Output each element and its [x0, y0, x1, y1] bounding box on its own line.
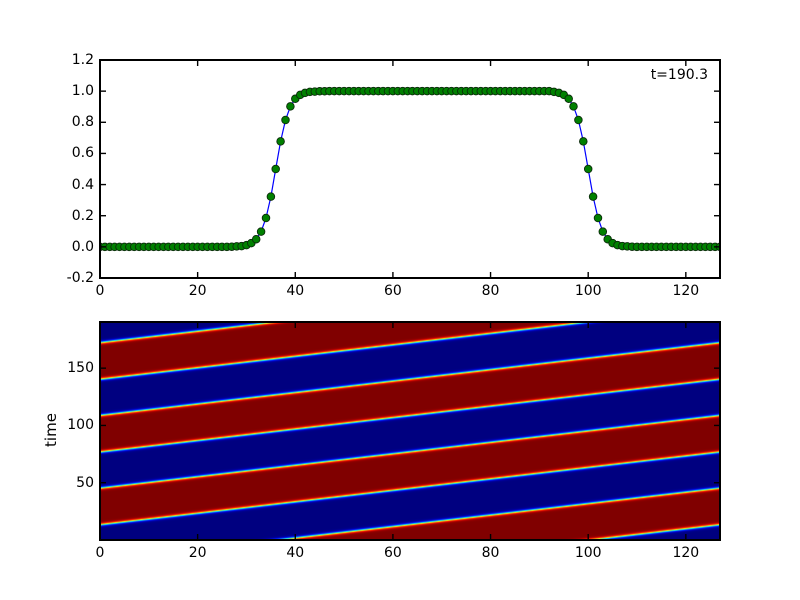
x-tick-label: 60: [383, 283, 402, 299]
data-point-marker: [579, 137, 588, 146]
profile-frame: [99, 59, 721, 279]
spacetime-heatmap: [100, 322, 720, 540]
y-tick-label: 0.2: [71, 207, 94, 224]
data-point-marker: [261, 213, 271, 223]
x-tick-label: 0: [95, 283, 105, 299]
data-point-marker: [598, 227, 608, 236]
y-tick-label: 1.2: [71, 52, 94, 68]
time-annotation: t=190.3: [650, 67, 708, 83]
data-point-marker: [588, 192, 598, 201]
data-point-marker: [286, 102, 295, 111]
heatmap-frame: [99, 321, 721, 541]
data-point-marker: [276, 137, 285, 146]
y-tick-label: 50: [76, 474, 94, 491]
data-point-marker: [271, 164, 280, 174]
x-tick-label: 120: [672, 545, 700, 561]
x-tick-label: 60: [383, 545, 402, 561]
x-tick-label: 120: [672, 283, 700, 299]
profile-line: [100, 90, 720, 248]
x-tick-label: 40: [286, 283, 305, 299]
data-point-marker: [256, 227, 266, 236]
x-tick-label: 80: [481, 283, 500, 299]
x-tick-label: 20: [188, 545, 207, 561]
data-point-marker: [281, 115, 290, 125]
profile-series: [100, 86, 720, 252]
y-tick-label: 0.6: [71, 145, 94, 162]
y-tick-label: -0.2: [66, 270, 94, 286]
y-tick-label: 0.4: [71, 176, 94, 193]
data-point-marker: [564, 94, 573, 104]
data-point-marker: [251, 234, 261, 244]
data-point-marker: [574, 115, 583, 125]
x-tick-label: 80: [481, 545, 500, 561]
y-tick-label: 100: [67, 417, 94, 434]
x-tick-label: 20: [188, 283, 207, 299]
data-point-marker: [593, 213, 603, 223]
x-tick-label: 0: [95, 545, 105, 561]
y-tick-label: 0.8: [71, 114, 94, 131]
data-point-marker: [266, 192, 276, 201]
data-point-marker: [583, 164, 593, 174]
x-tick-label: 100: [574, 545, 602, 561]
x-tick-label: 40: [286, 545, 305, 561]
y-tick-label: 0.0: [71, 238, 94, 255]
data-point-marker: [569, 102, 578, 111]
x-tick-label: 100: [574, 283, 602, 299]
y-tick-label: 1.0: [71, 83, 94, 100]
y-tick-label: 150: [67, 360, 94, 377]
